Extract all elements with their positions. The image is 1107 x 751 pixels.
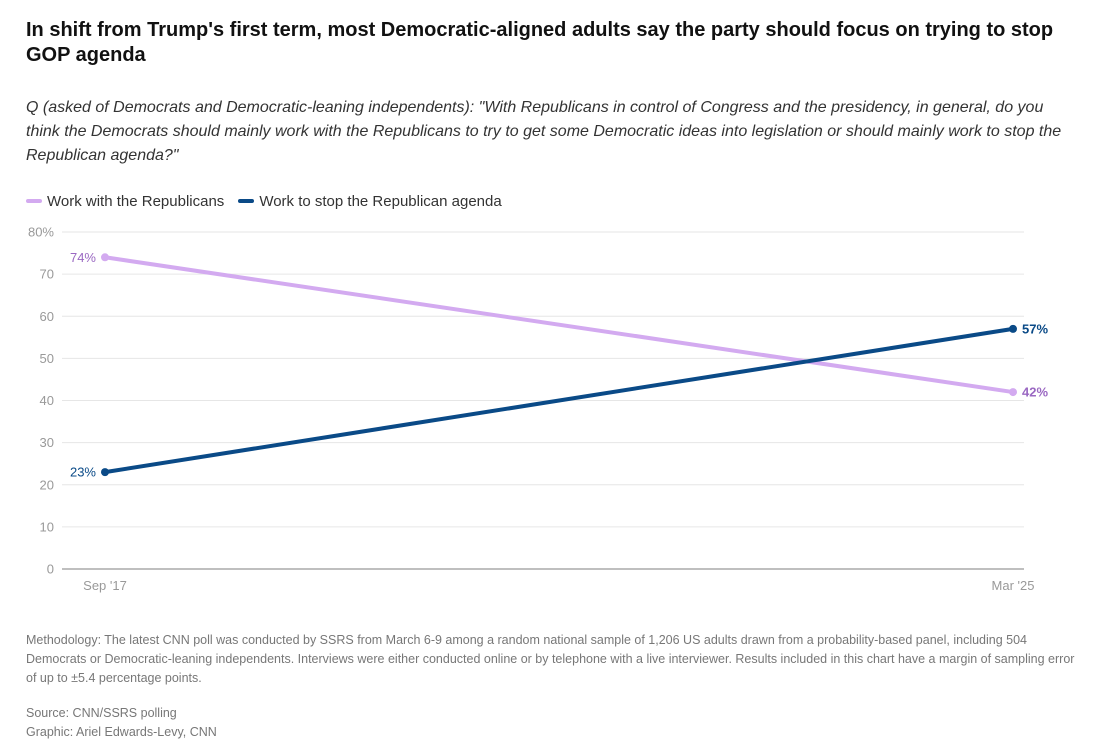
legend-item-work-to-stop: Work to stop the Republican agenda <box>238 192 502 210</box>
chart-subtitle: Q (asked of Democrats and Democratic-lea… <box>26 99 1062 164</box>
y-tick-label: 70 <box>40 267 54 282</box>
data-label: 57% <box>1022 321 1048 336</box>
y-tick-label: 30 <box>40 435 54 450</box>
chart-title: In shift from Trump's first term, most D… <box>26 19 1054 66</box>
y-tick-label: 20 <box>40 477 54 492</box>
data-label: 23% <box>70 465 96 480</box>
data-point <box>101 468 109 477</box>
source-note: Source: CNN/SSRS polling <box>26 706 177 720</box>
y-tick-label: 10 <box>40 519 54 534</box>
legend: Work with the Republicans Work to stop t… <box>26 191 516 211</box>
y-tick-label: 50 <box>40 351 54 366</box>
data-point <box>1009 324 1017 333</box>
data-point <box>1009 388 1017 397</box>
data-label: 42% <box>1022 385 1048 400</box>
y-tick-label: 80% <box>28 225 54 240</box>
series-line <box>103 326 1015 475</box>
y-tick-label: 60 <box>40 309 54 324</box>
credits: Source: CNN/SSRS polling Graphic: Ariel … <box>26 704 217 742</box>
methodology-note: Methodology: The latest CNN poll was con… <box>26 633 1075 685</box>
legend-swatch-work-to-stop <box>238 199 255 203</box>
data-point <box>101 253 109 262</box>
y-tick-label: 40 <box>40 393 54 408</box>
legend-label-work-to-stop: Work to stop the Republican agenda <box>259 192 502 210</box>
graphic-credit: Graphic: Ariel Edwards-Levy, CNN <box>26 725 217 739</box>
data-label: 74% <box>70 250 96 265</box>
line-chart: 0 10 20 30 40 50 60 70 80% Sep '17 Mar '25 74% 42% 23… <box>28 225 1048 594</box>
legend-item-work-with: Work with the Republicans <box>26 193 224 210</box>
series-line <box>103 255 1015 395</box>
legend-label-work-with: Work with the Republicans <box>47 192 225 210</box>
legend-swatch-work-with <box>26 199 42 203</box>
x-tick-label: Sep '17 <box>83 578 127 593</box>
y-tick-label: 0 <box>47 562 54 577</box>
x-tick-label: Mar '25 <box>992 578 1035 593</box>
